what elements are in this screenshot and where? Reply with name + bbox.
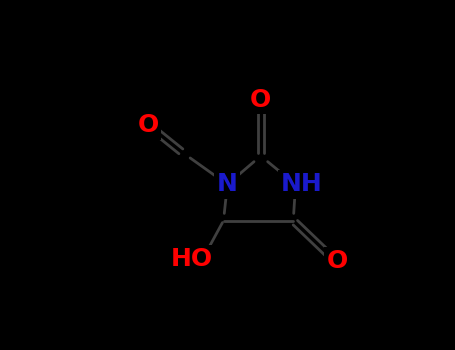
Text: N: N	[217, 173, 238, 196]
Text: O: O	[327, 250, 348, 273]
Text: HO: HO	[171, 247, 213, 271]
Text: NH: NH	[281, 173, 323, 196]
Text: O: O	[138, 113, 159, 137]
Text: O: O	[250, 88, 271, 112]
